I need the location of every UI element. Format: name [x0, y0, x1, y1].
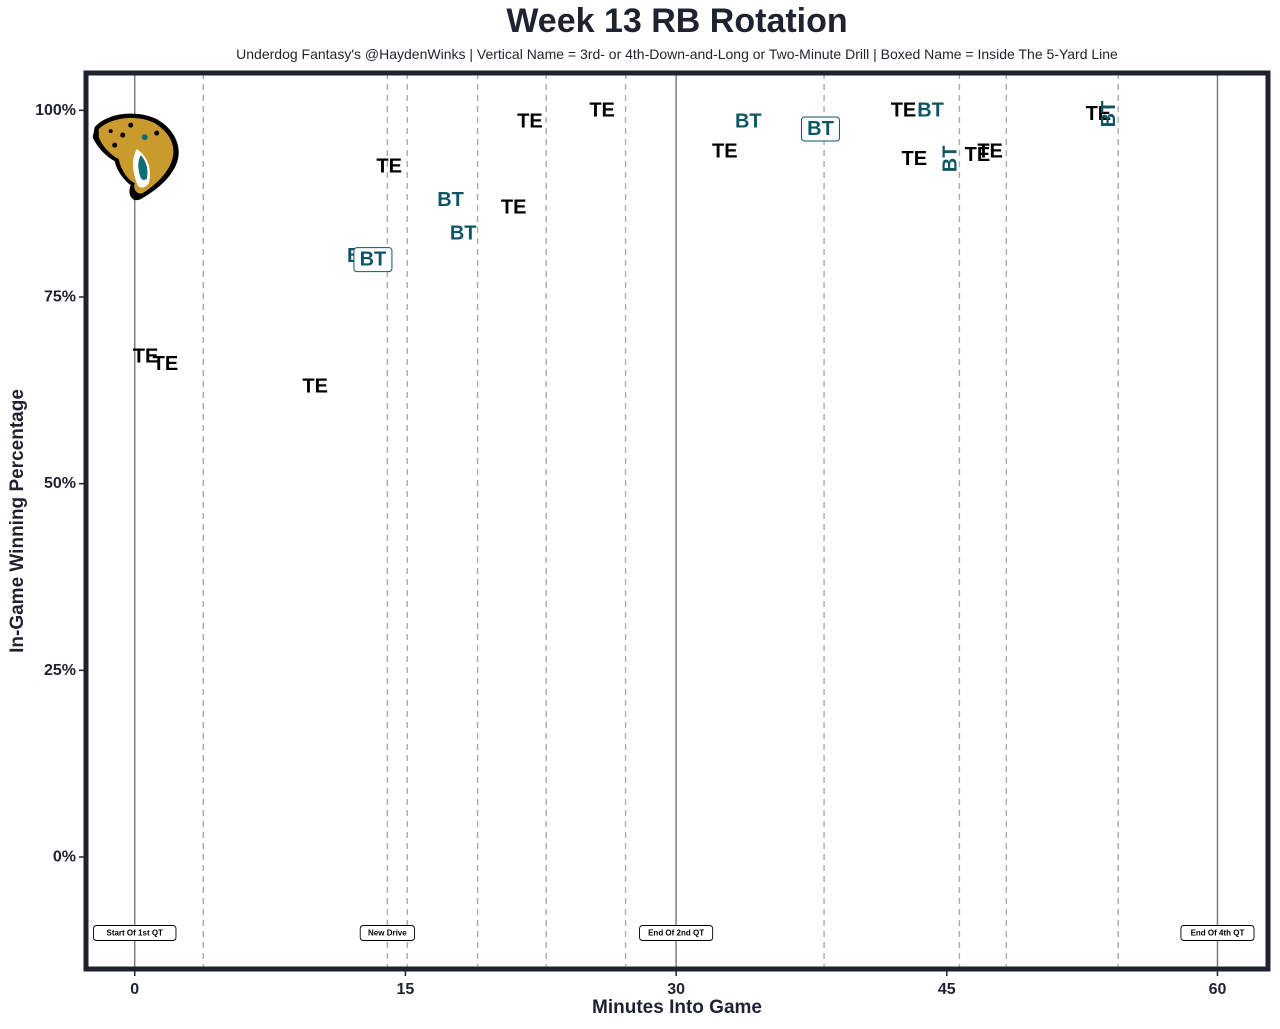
point-label: TE	[501, 196, 527, 218]
jaguar-logo-part	[128, 122, 134, 128]
x-tick-label: 30	[667, 981, 685, 998]
point-label: TE	[965, 144, 991, 166]
point-label: BT	[807, 118, 834, 140]
event-label-box	[359, 925, 415, 941]
point-label: TE	[589, 99, 615, 121]
point-label: TE	[133, 346, 159, 368]
point-label-box	[800, 116, 840, 142]
point-label: TE	[902, 148, 928, 170]
event-label: End Of 2nd QT	[648, 929, 704, 938]
y-tick-label: 0%	[53, 849, 76, 866]
jaguar-logo-part	[120, 132, 126, 138]
jaguar-logo-part	[112, 142, 118, 148]
y-tick-label: 50%	[44, 475, 76, 492]
event-label: New Drive	[368, 929, 407, 938]
jaguar-logo-part	[154, 130, 160, 136]
point-label: BT	[735, 111, 762, 133]
point-label: BT	[1098, 101, 1120, 128]
point-label-box	[353, 247, 393, 273]
point-label: TE	[977, 140, 1003, 162]
point-label: TE	[517, 111, 543, 133]
event-label: Start Of 1st QT	[106, 929, 163, 938]
x-axis-label: Minutes Into Game	[592, 997, 762, 1018]
point-label: BT	[917, 99, 944, 121]
event-label-box	[639, 925, 714, 941]
point-label: BT	[939, 146, 961, 173]
point-label: BT	[360, 249, 387, 271]
x-tick-label: 45	[938, 981, 956, 998]
chart-subtitle: Underdog Fantasy's @HaydenWinks | Vertic…	[236, 46, 1118, 62]
point-label: TE	[891, 99, 917, 121]
jaguar-logo	[92, 113, 179, 201]
y-tick-label: 100%	[35, 102, 76, 119]
jaguar-logo-part	[141, 134, 148, 141]
x-tick-label: 15	[397, 981, 415, 998]
point-label: TE	[376, 155, 402, 177]
x-tick-label: 0	[130, 981, 139, 998]
point-label: TE	[712, 140, 738, 162]
x-tick-label: 60	[1209, 981, 1227, 998]
y-tick-label: 75%	[44, 289, 76, 306]
point-label: TE	[1086, 103, 1112, 125]
chart-title: Week 13 RB Rotation	[506, 2, 848, 40]
point-label: TE	[302, 376, 328, 398]
jaguar-logo-part	[108, 129, 113, 134]
plot-frame	[83, 70, 1271, 972]
point-label: BT	[450, 223, 477, 245]
event-label: End Of 4th QT	[1191, 929, 1245, 938]
event-label-box	[93, 925, 177, 941]
event-label-box	[1180, 925, 1255, 941]
jaguar-logo-part	[138, 155, 148, 180]
y-tick-label: 25%	[44, 662, 76, 679]
point-label: TE	[153, 353, 179, 375]
point-label: BT	[437, 189, 464, 211]
